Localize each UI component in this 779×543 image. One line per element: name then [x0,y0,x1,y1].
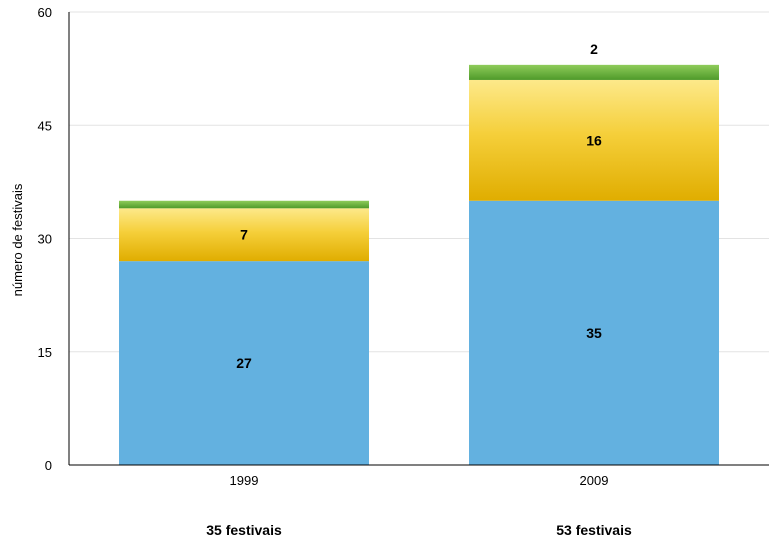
x-axis-ticks: 1999 2009 [230,473,609,488]
bars [119,64,719,465]
x-tick-label: 2009 [580,473,609,488]
x-tick-label: 1999 [230,473,259,488]
y-axis-ticks: 0 15 30 45 60 [38,5,52,473]
y-tick-label: 15 [38,345,52,360]
bar-segment [469,64,719,80]
data-label: 35 [586,325,602,341]
bar-segment [469,200,719,465]
y-axis-label: número de festivais [10,183,25,296]
data-labels: 27 7 35 16 2 [236,41,602,371]
category-totals: 35 festivais 53 festivais [206,522,632,538]
y-tick-label: 30 [38,232,52,247]
category-total-label: 35 festivais [206,522,282,538]
bar-segment [469,79,719,201]
bar-segment [119,200,369,209]
y-tick-label: 45 [38,118,52,133]
category-total-label: 53 festivais [556,522,632,538]
data-label: 2 [590,41,598,57]
data-label: 27 [236,355,252,371]
bar-segment [119,208,369,262]
y-tick-label: 60 [38,5,52,20]
data-label: 7 [240,227,248,243]
bar-segment [119,261,369,465]
data-label: 16 [586,132,602,148]
y-tick-label: 0 [45,458,52,473]
